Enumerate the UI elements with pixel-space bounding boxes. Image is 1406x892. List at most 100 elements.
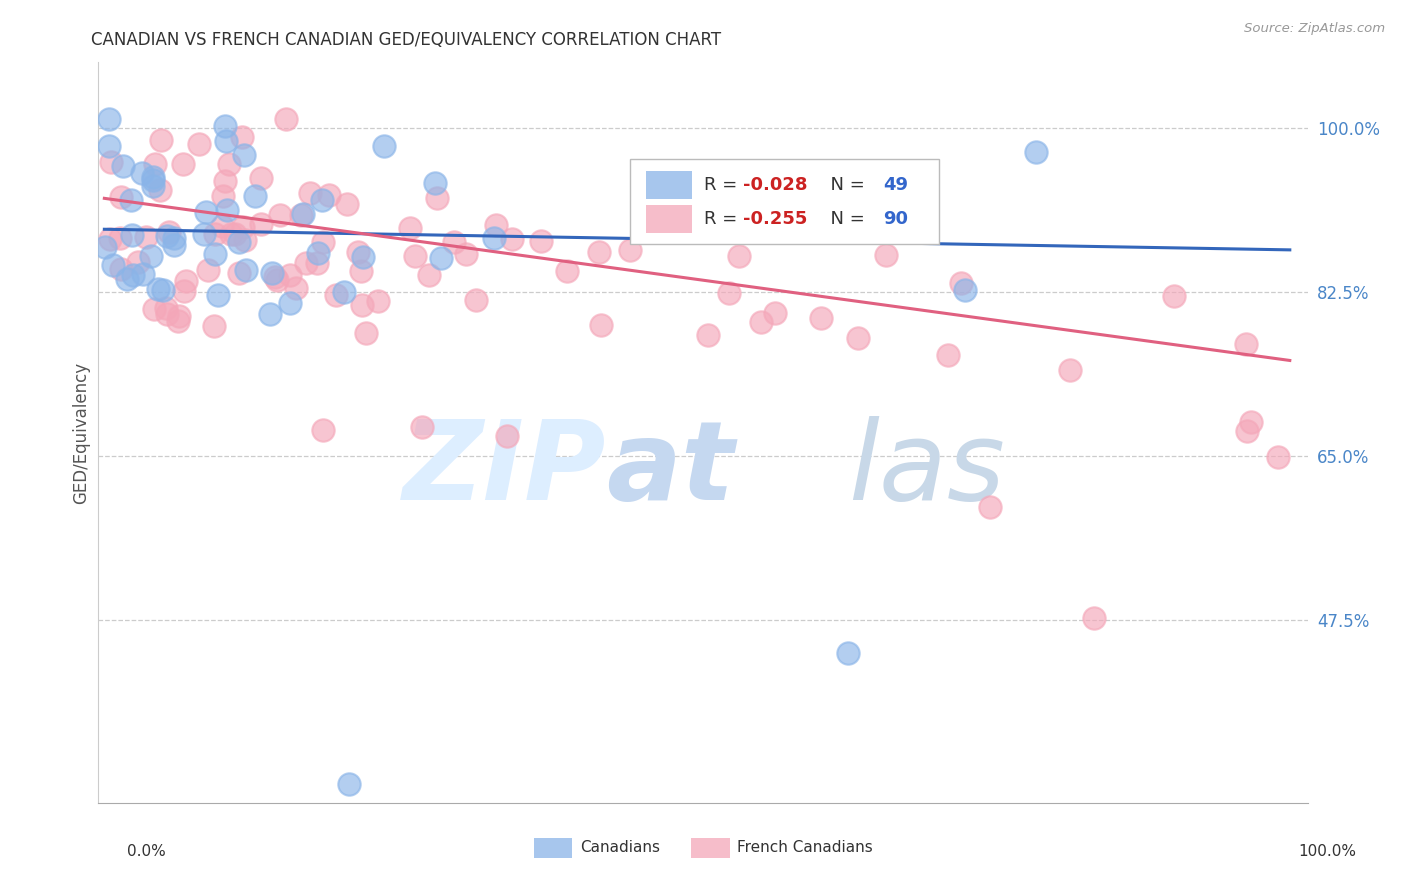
Point	[148, 183, 170, 197]
Point	[127, 255, 149, 269]
Point	[143, 301, 166, 316]
Point	[131, 166, 153, 180]
Point	[264, 269, 287, 284]
Point	[485, 218, 508, 232]
Point	[290, 208, 312, 222]
Point	[174, 274, 197, 288]
Point	[336, 197, 359, 211]
Point	[215, 134, 238, 148]
Point	[347, 244, 370, 259]
Point	[135, 230, 157, 244]
Point	[756, 219, 779, 234]
Point	[418, 268, 440, 282]
Point	[108, 230, 131, 244]
Point	[249, 217, 271, 231]
Y-axis label: GED/Equivalency: GED/Equivalency	[72, 361, 90, 504]
Point	[318, 188, 340, 202]
Point	[97, 138, 120, 153]
Point	[110, 190, 132, 204]
Point	[311, 423, 333, 437]
Point	[157, 225, 180, 239]
Point	[172, 157, 194, 171]
Point	[443, 235, 465, 249]
Point	[132, 267, 155, 281]
Point	[728, 249, 751, 263]
Point	[163, 231, 186, 245]
Point	[143, 157, 166, 171]
Point	[495, 429, 517, 443]
Point	[232, 220, 254, 235]
Point	[155, 301, 177, 315]
Point	[233, 233, 256, 247]
FancyBboxPatch shape	[630, 159, 939, 244]
Text: 100.0%: 100.0%	[1299, 845, 1357, 859]
Point	[411, 419, 433, 434]
Text: ZIP: ZIP	[402, 417, 606, 523]
Point	[354, 326, 377, 340]
Point	[350, 298, 373, 312]
Point	[294, 255, 316, 269]
Point	[285, 281, 308, 295]
Point	[465, 293, 488, 308]
Point	[110, 261, 132, 276]
Point	[1059, 363, 1081, 377]
Point	[311, 235, 333, 250]
Point	[1025, 145, 1047, 159]
Point	[122, 268, 145, 282]
FancyBboxPatch shape	[647, 205, 692, 234]
Point	[404, 249, 426, 263]
Point	[810, 311, 832, 326]
Point	[204, 247, 226, 261]
Point	[193, 227, 215, 241]
Point	[425, 176, 447, 190]
Point	[1240, 415, 1263, 429]
Point	[305, 256, 328, 270]
Point	[139, 249, 162, 263]
Text: 49: 49	[883, 177, 908, 194]
Point	[214, 120, 236, 134]
FancyBboxPatch shape	[534, 838, 572, 858]
Text: N =: N =	[820, 177, 870, 194]
Point	[156, 228, 179, 243]
Point	[142, 173, 165, 187]
Text: N =: N =	[820, 211, 870, 228]
Point	[207, 288, 229, 302]
Point	[979, 500, 1001, 514]
Point	[149, 133, 172, 147]
Point	[588, 244, 610, 259]
Point	[215, 202, 238, 217]
Point	[94, 240, 117, 254]
Point	[1267, 450, 1289, 465]
Point	[307, 245, 329, 260]
Text: 90: 90	[883, 211, 908, 228]
Point	[837, 646, 859, 660]
Point	[224, 227, 246, 241]
Point	[591, 318, 613, 333]
Point	[717, 212, 740, 227]
Point	[204, 227, 226, 242]
Point	[219, 227, 242, 241]
Point	[156, 307, 179, 321]
Point	[100, 154, 122, 169]
Point	[243, 189, 266, 203]
Point	[1163, 289, 1185, 303]
Point	[292, 207, 315, 221]
Point	[298, 186, 321, 200]
Point	[619, 244, 641, 258]
Point	[311, 193, 333, 207]
Point	[98, 112, 121, 126]
Point	[187, 136, 209, 151]
Point	[456, 247, 478, 261]
Point	[250, 170, 273, 185]
Point	[529, 234, 551, 248]
Point	[697, 327, 720, 342]
Point	[101, 258, 124, 272]
Point	[197, 262, 219, 277]
Point	[875, 248, 897, 262]
Point	[501, 232, 523, 246]
Point	[194, 205, 217, 219]
Text: CANADIAN VS FRENCH CANADIAN GED/EQUIVALENCY CORRELATION CHART: CANADIAN VS FRENCH CANADIAN GED/EQUIVALE…	[91, 31, 721, 49]
Point	[163, 238, 186, 252]
Point	[430, 251, 453, 265]
Text: 0.0%: 0.0%	[127, 845, 166, 859]
